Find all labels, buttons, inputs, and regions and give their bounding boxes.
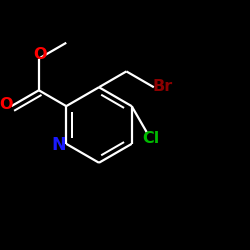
Text: Cl: Cl (142, 132, 159, 146)
Text: O: O (0, 97, 13, 112)
Text: N: N (51, 136, 66, 154)
Text: Br: Br (152, 78, 172, 94)
Text: O: O (33, 47, 47, 62)
